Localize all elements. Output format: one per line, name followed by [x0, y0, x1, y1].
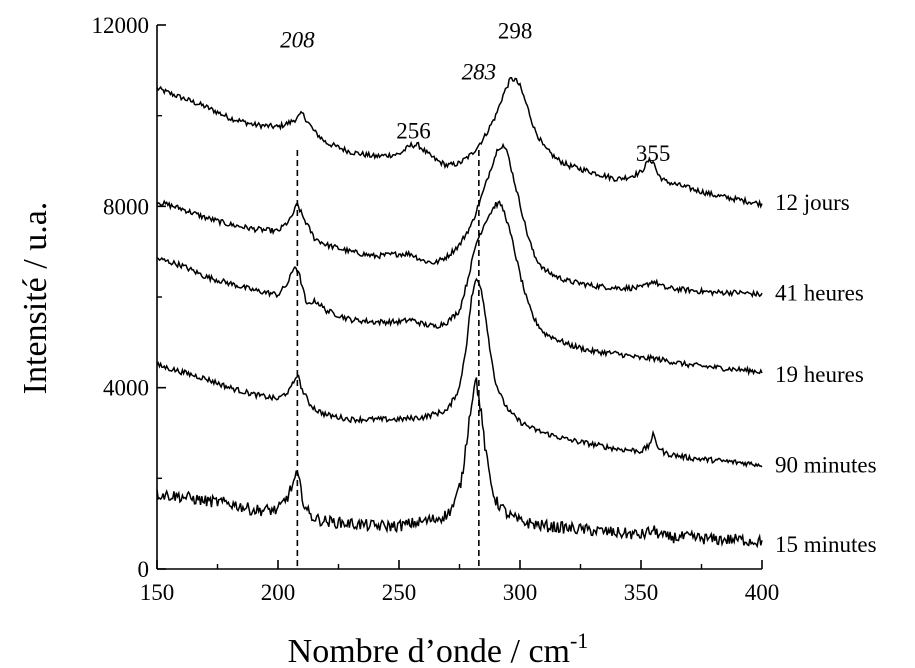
x-tick-label-400: 400 [745, 580, 780, 605]
reference-lines [296, 150, 480, 567]
series-label-12-jours: 12 jours [775, 190, 850, 215]
peak-label-283: 283 [462, 59, 497, 84]
x-axis-ticks: 150 200 250 300 350 400 [140, 560, 780, 605]
x-axis-title: Nombre d’onde / cm-1 [288, 628, 589, 668]
series-line-41-heures [156, 142, 763, 299]
x-tick-label-300: 300 [503, 580, 538, 605]
peak-label-355: 355 [636, 141, 671, 166]
series-label-41-heures: 41 heures [775, 280, 864, 305]
peak-label-208: 208 [280, 28, 315, 53]
y-tick-label-12000: 12000 [92, 13, 150, 38]
y-tick-label-4000: 4000 [103, 376, 149, 401]
x-axis-title-text: Nombre d’onde / cm [288, 633, 570, 668]
series-line-19-heures [156, 200, 763, 377]
y-axis-ticks: 0 4000 8000 12000 [92, 13, 166, 582]
series-label-15-minutes: 15 minutes [775, 532, 877, 557]
series-label-19-heures: 19 heures [775, 362, 864, 387]
y-tick-label-8000: 8000 [103, 194, 149, 219]
x-axis-title-superscript: -1 [570, 628, 588, 653]
series-lines [156, 77, 763, 549]
x-tick-label-200: 200 [261, 580, 296, 605]
x-tick-label-150: 150 [140, 580, 175, 605]
series-labels: 12 jours 41 heures 19 heures 90 minutes 15 m… [775, 190, 877, 557]
peak-label-256: 256 [396, 118, 431, 143]
series-line-15-minutes [156, 377, 763, 549]
series-line-90-minutes [156, 277, 763, 469]
series-line-12-jours [156, 77, 763, 209]
x-tick-label-250: 250 [382, 580, 417, 605]
x-tick-label-350: 350 [624, 580, 659, 605]
peak-label-298: 298 [498, 19, 533, 44]
y-tick-label-0: 0 [138, 557, 150, 582]
y-axis-title: Intensité / u.a. [17, 202, 54, 395]
axes [156, 25, 762, 570]
series-label-90-minutes: 90 minutes [775, 453, 877, 478]
